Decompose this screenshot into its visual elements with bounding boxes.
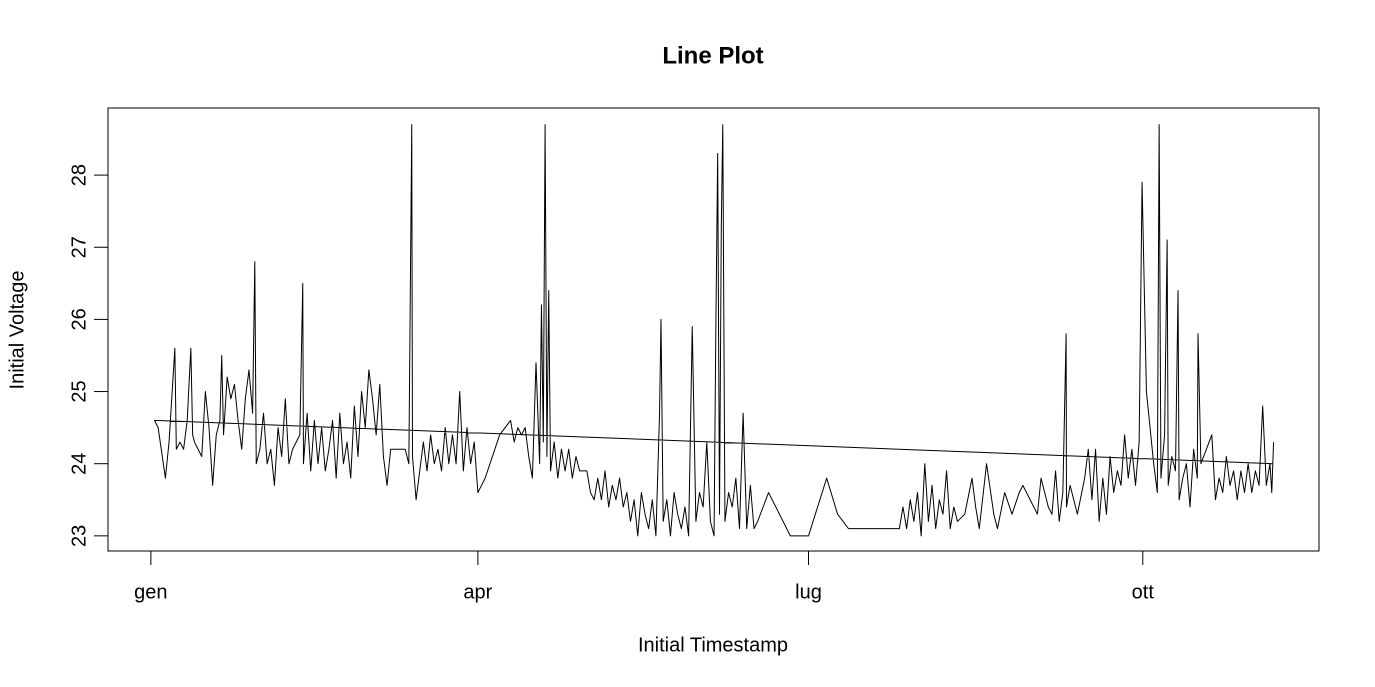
x-tick-label: apr [463, 581, 492, 603]
chart-title: Line Plot [662, 42, 763, 69]
y-tick-label: 27 [68, 236, 90, 258]
y-tick-label: 28 [68, 164, 90, 186]
y-tick-label: 23 [68, 525, 90, 547]
x-axis-label: Initial Timestamp [638, 634, 788, 656]
y-tick-label: 24 [68, 453, 90, 475]
x-tick-label: lug [795, 581, 822, 603]
data-line [154, 124, 1275, 537]
y-tick-label: 25 [68, 380, 90, 402]
plot-box [107, 107, 1320, 552]
x-tick-label: gen [134, 581, 167, 603]
y-axis-label: Initial Voltage [6, 271, 28, 390]
y-tick-label: 26 [68, 308, 90, 330]
x-tick-label: ott [1132, 581, 1155, 603]
